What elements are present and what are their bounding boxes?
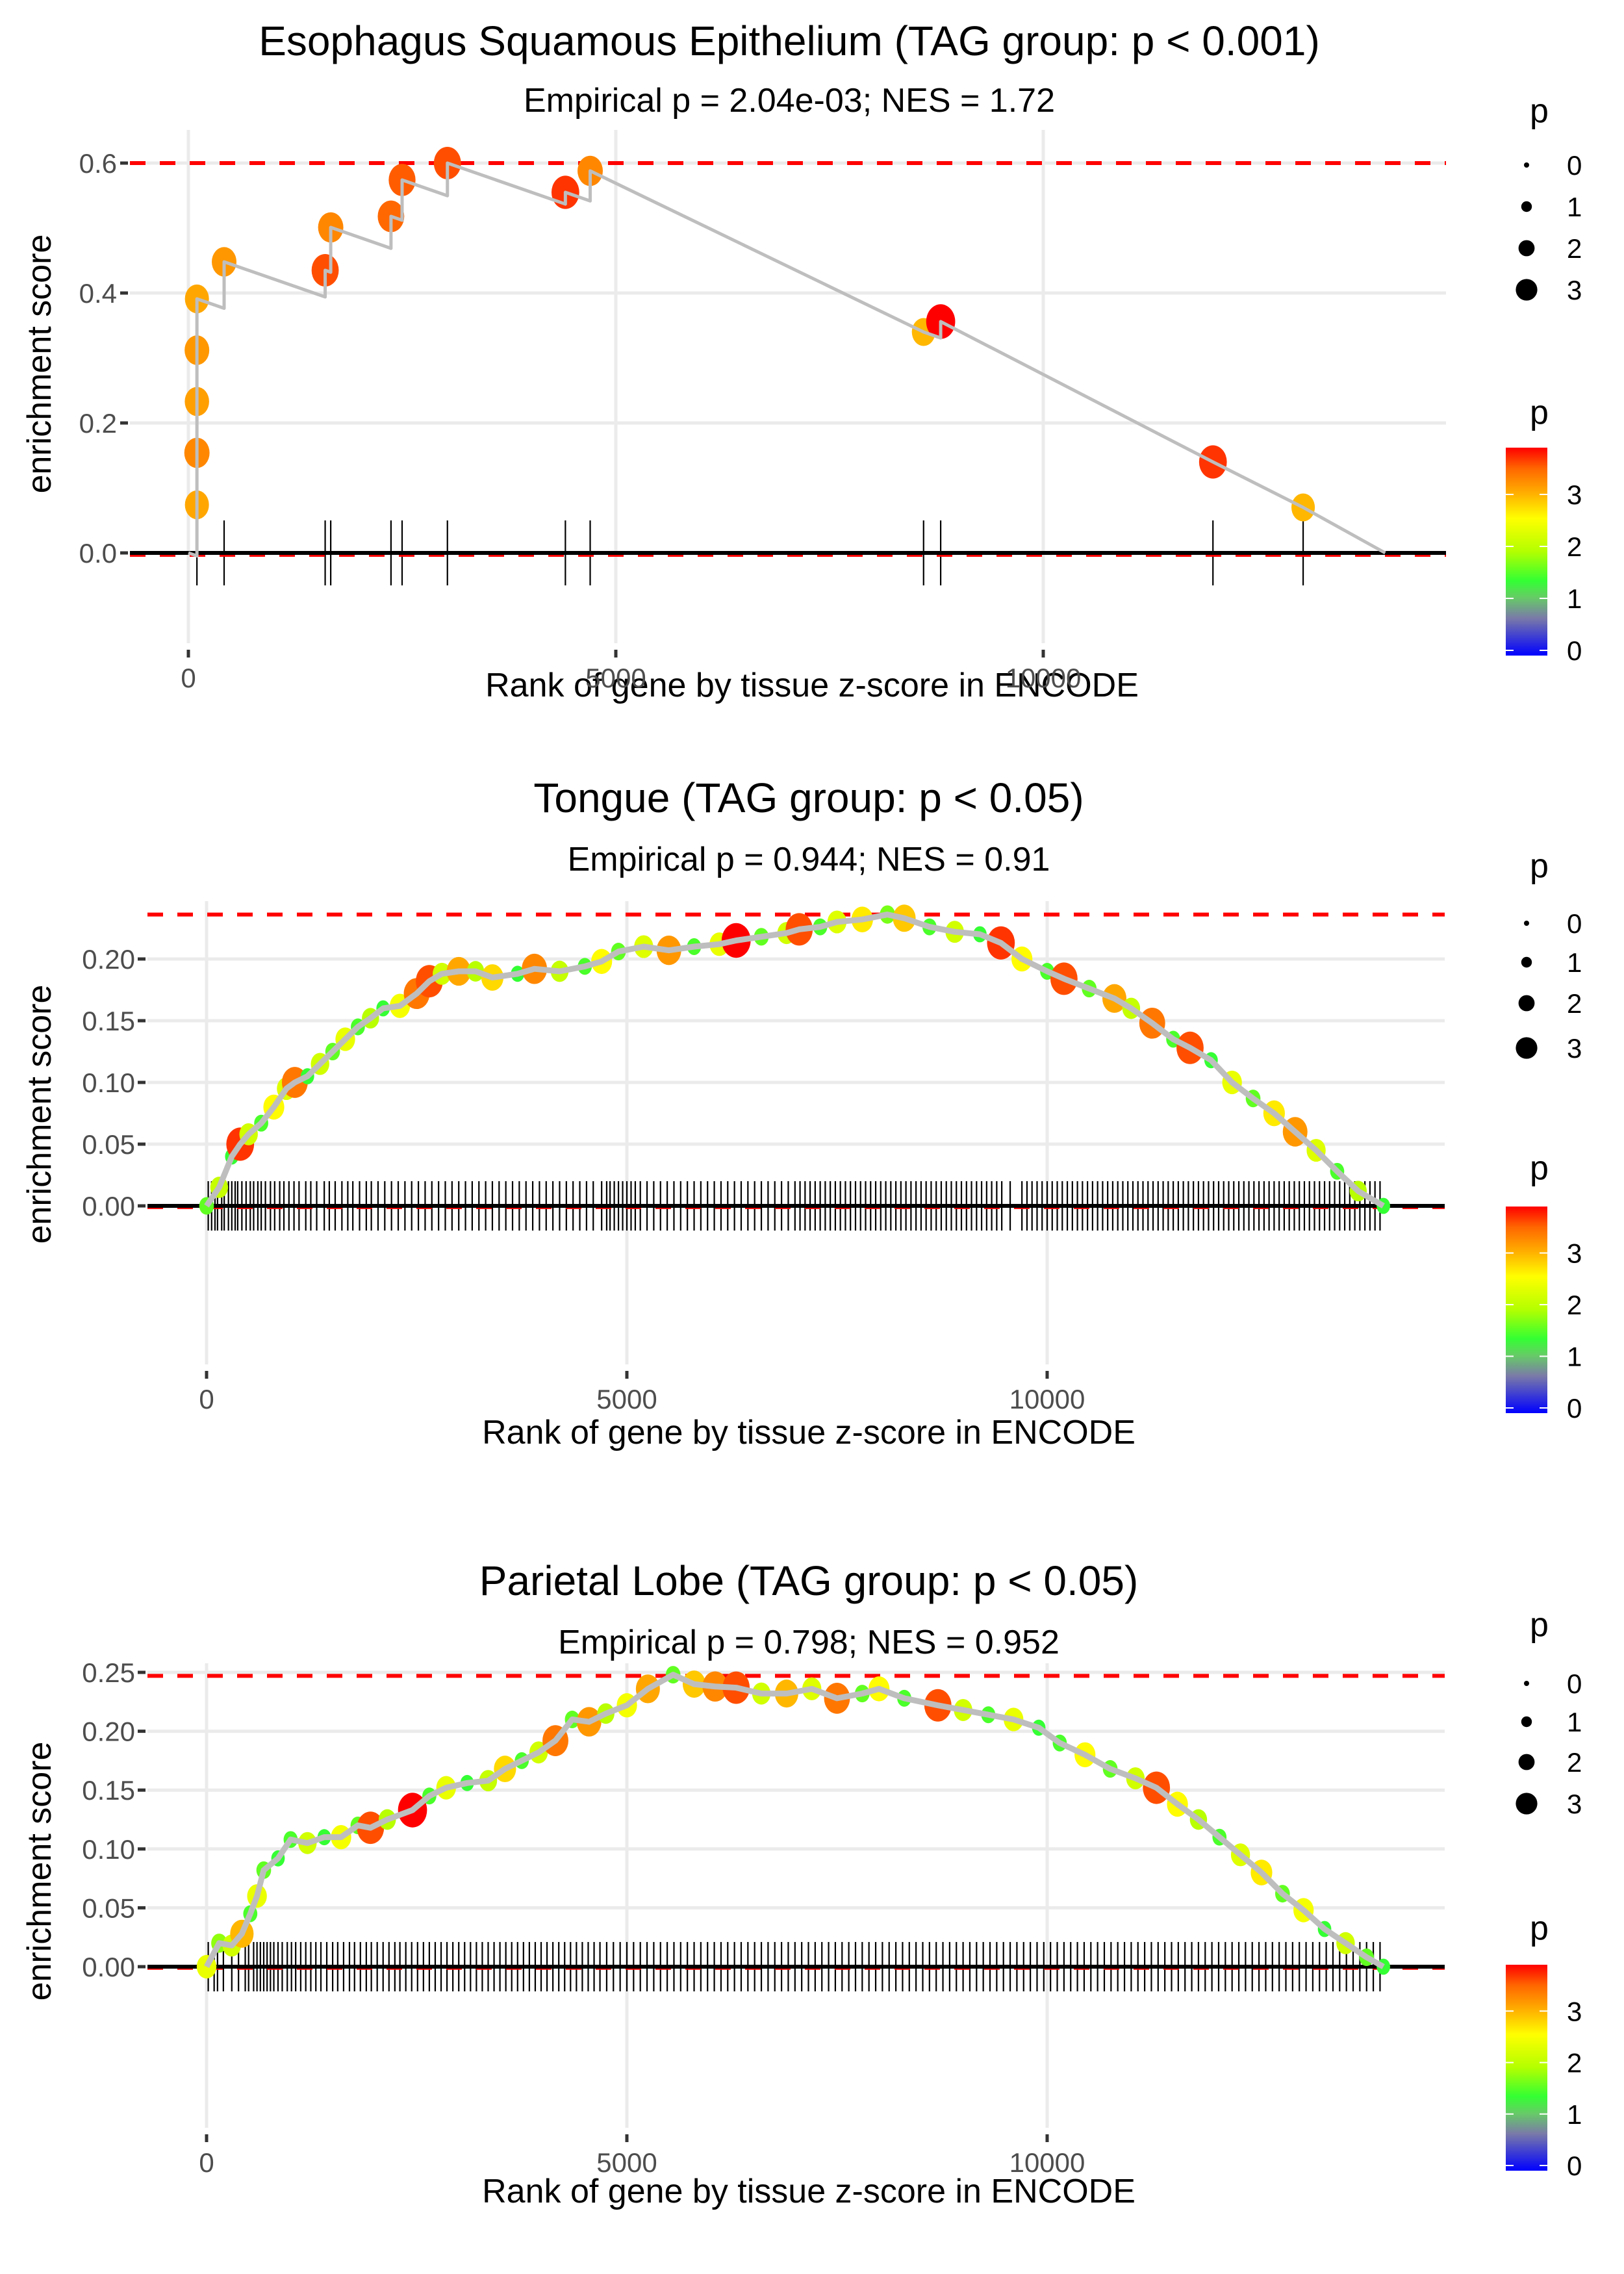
size-legend-label: 3 bbox=[1567, 275, 1582, 305]
color-legend-label: 1 bbox=[1567, 2099, 1582, 2130]
color-legend: 0 1 2 3 bbox=[1506, 1207, 1582, 1424]
size-legend-label: 2 bbox=[1567, 988, 1582, 1019]
y-tick-label: 0.15 bbox=[82, 1006, 135, 1036]
size-legend: 0 1 2 3 bbox=[1516, 150, 1582, 305]
y-tick-label: 0.05 bbox=[82, 1129, 135, 1160]
x-tick-label: 10000 bbox=[1009, 2147, 1085, 2178]
size-legend-title: p bbox=[1530, 1606, 1549, 1644]
size-legend-label: 0 bbox=[1567, 1668, 1582, 1699]
x-tick-label: 10000 bbox=[1009, 1384, 1085, 1414]
color-legend-label: 2 bbox=[1567, 1290, 1582, 1320]
size-legend-label: 1 bbox=[1567, 192, 1582, 222]
size-legend-dot bbox=[1524, 1681, 1529, 1686]
colorbar bbox=[1506, 448, 1547, 656]
x-axis-label: Rank of gene by tissue z-score in ENCODE bbox=[485, 667, 1139, 704]
color-legend-label: 3 bbox=[1567, 1996, 1582, 2026]
size-legend-dot bbox=[1516, 279, 1538, 301]
size-legend-dot bbox=[1521, 1716, 1532, 1728]
color-legend: 0 1 2 3 bbox=[1506, 448, 1582, 666]
size-legend-dot bbox=[1521, 201, 1532, 212]
x-tick-label: 5000 bbox=[596, 1384, 657, 1414]
size-legend-label: 0 bbox=[1567, 150, 1582, 181]
y-axis-label: enrichment score bbox=[21, 985, 58, 1244]
y-tick-label: 0.25 bbox=[82, 1657, 135, 1688]
color-legend-label: 0 bbox=[1567, 1393, 1582, 1424]
size-legend-title: p bbox=[1530, 847, 1549, 885]
running-es-line bbox=[188, 161, 1386, 558]
chart-title: Parietal Lobe (TAG group: p < 0.05) bbox=[479, 1557, 1139, 1604]
chart-subtitle: Empirical p = 2.04e-03; NES = 1.72 bbox=[524, 82, 1055, 120]
panel-esophagus: Esophagus Squamous Epithelium (TAG group… bbox=[21, 18, 1582, 704]
size-legend-label: 1 bbox=[1567, 1707, 1582, 1737]
color-legend: 0 1 2 3 bbox=[1506, 1965, 1582, 2181]
running-es-line bbox=[204, 912, 1385, 1208]
colorbar bbox=[1506, 1207, 1547, 1413]
color-legend-label: 0 bbox=[1567, 2151, 1582, 2181]
y-tick-label: 0.20 bbox=[82, 1717, 135, 1747]
size-legend-dot bbox=[1516, 1793, 1538, 1815]
y-axis-label: enrichment score bbox=[21, 1742, 58, 2001]
color-legend-label: 1 bbox=[1567, 583, 1582, 614]
color-legend-label: 2 bbox=[1567, 2048, 1582, 2078]
size-legend-label: 3 bbox=[1567, 1033, 1582, 1064]
x-axis-label: Rank of gene by tissue z-score in ENCODE bbox=[482, 1414, 1136, 1451]
y-tick-label: 0.00 bbox=[82, 1191, 135, 1221]
x-tick-label: 5000 bbox=[596, 2147, 657, 2178]
running-es-line bbox=[204, 1672, 1385, 1969]
chart-subtitle: Empirical p = 0.798; NES = 0.952 bbox=[558, 1624, 1059, 1661]
chart-subtitle: Empirical p = 0.944; NES = 0.91 bbox=[568, 841, 1050, 878]
size-legend-dot bbox=[1516, 1037, 1538, 1059]
y-tick-label: 0.2 bbox=[79, 408, 117, 439]
size-legend-dot bbox=[1524, 921, 1529, 926]
y-tick-label: 0.4 bbox=[79, 278, 117, 309]
color-legend-label: 3 bbox=[1567, 1238, 1582, 1269]
size-legend-dot bbox=[1524, 162, 1529, 168]
size-legend-dot bbox=[1518, 240, 1535, 257]
x-tick-label: 5000 bbox=[585, 663, 646, 693]
x-tick-label: 0 bbox=[181, 663, 196, 693]
y-axis-label: enrichment score bbox=[21, 235, 58, 494]
x-axis-label: Rank of gene by tissue z-score in ENCODE bbox=[482, 2173, 1136, 2210]
color-legend-title: p bbox=[1530, 394, 1549, 431]
color-legend-label: 0 bbox=[1567, 635, 1582, 666]
y-tick-label: 0.10 bbox=[82, 1834, 135, 1865]
size-legend-dot bbox=[1518, 1754, 1535, 1770]
plot-area: 0 5000 10000 0.0 0.2 0.4 0.6 bbox=[79, 130, 1446, 693]
chart-title: Tongue (TAG group: p < 0.05) bbox=[533, 774, 1084, 821]
y-tick-label: 0.20 bbox=[82, 944, 135, 975]
x-tick-label: 10000 bbox=[1006, 663, 1082, 693]
size-legend: 0 1 2 3 bbox=[1516, 908, 1582, 1064]
x-tick-label: 0 bbox=[199, 2147, 214, 2178]
y-tick-label: 0.00 bbox=[82, 1952, 135, 1982]
panel-parietal-lobe: Parietal Lobe (TAG group: p < 0.05) Empi… bbox=[21, 1557, 1582, 2210]
size-legend-label: 1 bbox=[1567, 947, 1582, 978]
panel-tongue: Tongue (TAG group: p < 0.05) Empirical p… bbox=[21, 774, 1582, 1451]
y-tick-label: 0.15 bbox=[82, 1775, 135, 1806]
color-legend-title: p bbox=[1530, 1910, 1549, 1947]
size-legend-label: 2 bbox=[1567, 233, 1582, 264]
y-tick-label: 0.05 bbox=[82, 1893, 135, 1923]
color-legend-label: 2 bbox=[1567, 531, 1582, 562]
size-legend-dot bbox=[1518, 995, 1535, 1012]
size-legend: 0 1 2 3 bbox=[1516, 1668, 1582, 1819]
size-legend-label: 0 bbox=[1567, 908, 1582, 939]
plot-area: 0 5000 10000 0.00 0.05 0.10 0.15 0.20 bbox=[82, 901, 1445, 1414]
colorbar bbox=[1506, 1965, 1547, 2171]
plot-area: 0 5000 10000 0.00 0.05 0.10 0.15 0.20 0.25 bbox=[82, 1657, 1445, 2178]
size-legend-label: 3 bbox=[1567, 1789, 1582, 1819]
size-legend-label: 2 bbox=[1567, 1747, 1582, 1778]
y-tick-label: 0.6 bbox=[79, 148, 117, 179]
color-legend-label: 3 bbox=[1567, 479, 1582, 510]
y-tick-label: 0.0 bbox=[79, 538, 117, 568]
y-tick-label: 0.10 bbox=[82, 1067, 135, 1098]
x-tick-label: 0 bbox=[199, 1384, 214, 1414]
color-legend-title: p bbox=[1530, 1149, 1549, 1187]
size-legend-title: p bbox=[1530, 92, 1549, 130]
size-legend-dot bbox=[1521, 956, 1532, 968]
chart-title: Esophagus Squamous Epithelium (TAG group… bbox=[259, 18, 1320, 64]
color-legend-label: 1 bbox=[1567, 1342, 1582, 1372]
